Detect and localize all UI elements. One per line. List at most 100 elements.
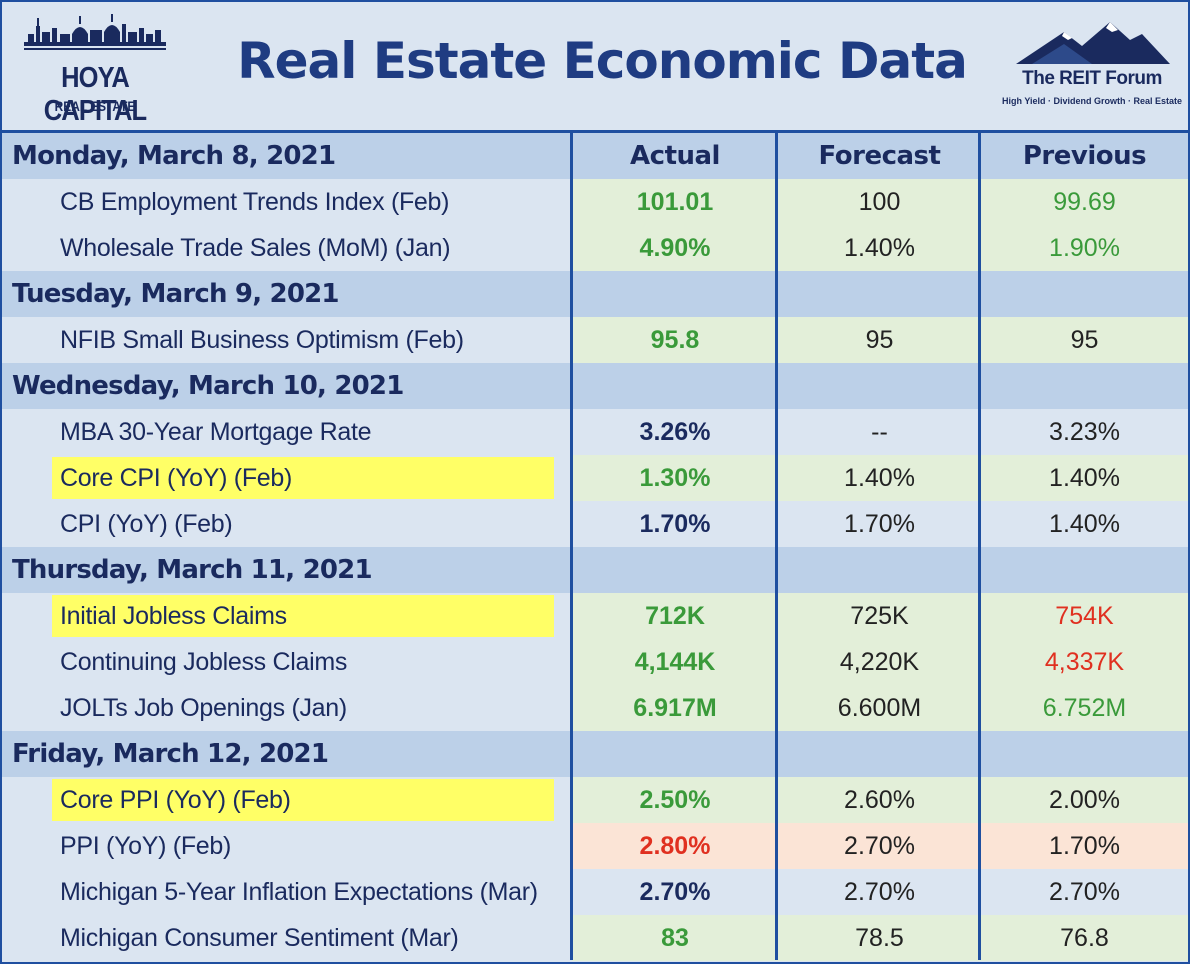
indicator-row: PPI (YoY) (Feb) 2.80% 2.70% 1.70%: [2, 823, 1188, 869]
day-row-blank-cell: [572, 547, 778, 593]
header: HOYA CAPITAL REAL ESTATE Real Estate Eco…: [2, 2, 1188, 133]
column-header-actual: Actual: [572, 133, 778, 179]
column-header-forecast: Forecast: [778, 133, 981, 179]
indicator-label-cell: NFIB Small Business Optimism (Feb): [2, 317, 572, 363]
actual-value: 101.01: [572, 179, 778, 225]
day-label: Friday, March 12, 2021: [2, 731, 572, 777]
actual-value: 4.90%: [572, 225, 778, 271]
actual-value: 2.80%: [572, 823, 778, 869]
previous-value: 99.69: [981, 179, 1188, 225]
indicator-row: Michigan 5-Year Inflation Expectations (…: [2, 869, 1188, 915]
reit-forum-tagline: High Yield · Dividend Growth · Real Esta…: [1002, 96, 1183, 106]
forecast-value: 100: [778, 179, 981, 225]
day-label: Monday, March 8, 2021: [2, 133, 572, 179]
mountain-icon: [1016, 22, 1170, 64]
indicator-name: Michigan Consumer Sentiment (Mar): [60, 924, 459, 952]
column-header-previous: Previous: [981, 133, 1188, 179]
previous-value: 754K: [981, 593, 1188, 639]
indicator-label-cell: CPI (YoY) (Feb): [2, 501, 572, 547]
previous-value: 1.40%: [981, 501, 1188, 547]
indicator-row: JOLTs Job Openings (Jan) 6.917M 6.600M 6.75…: [2, 685, 1188, 731]
column-divider: [570, 131, 573, 960]
indicator-name: NFIB Small Business Optimism (Feb): [60, 326, 464, 354]
forecast-value: --: [778, 409, 981, 455]
day-row-blank-cell: [572, 363, 778, 409]
previous-value: 95: [981, 317, 1188, 363]
indicator-name: JOLTs Job Openings (Jan): [60, 694, 347, 722]
indicator-name: Core PPI (YoY) (Feb): [52, 779, 554, 821]
indicator-name: Michigan 5-Year Inflation Expectations (…: [60, 878, 538, 906]
forecast-value: 1.40%: [778, 225, 981, 271]
indicator-label-cell: Core CPI (YoY) (Feb): [2, 455, 572, 501]
forecast-value: 78.5: [778, 915, 981, 961]
forecast-value: 2.70%: [778, 823, 981, 869]
day-row-blank-cell: [572, 271, 778, 317]
indicator-row: NFIB Small Business Optimism (Feb) 95.8 95…: [2, 317, 1188, 363]
day-row-blank-cell: [778, 547, 981, 593]
indicator-name: Wholesale Trade Sales (MoM) (Jan): [60, 234, 451, 262]
day-header-row: Tuesday, March 9, 2021: [2, 271, 1188, 317]
day-label: Thursday, March 11, 2021: [2, 547, 572, 593]
indicator-label-cell: CB Employment Trends Index (Feb): [2, 179, 572, 225]
forecast-value: 6.600M: [778, 685, 981, 731]
forecast-value: 1.70%: [778, 501, 981, 547]
actual-value: 95.8: [572, 317, 778, 363]
indicator-label-cell: Core PPI (YoY) (Feb): [2, 777, 572, 823]
day-label: Wednesday, March 10, 2021: [2, 363, 572, 409]
indicator-name: Core CPI (YoY) (Feb): [52, 457, 554, 499]
indicator-label-cell: Continuing Jobless Claims: [2, 639, 572, 685]
indicator-name: Initial Jobless Claims: [52, 595, 554, 637]
hoya-capital-subtitle: REAL ESTATE: [54, 98, 136, 114]
actual-value: 3.26%: [572, 409, 778, 455]
previous-value: 1.70%: [981, 823, 1188, 869]
previous-value: 76.8: [981, 915, 1188, 961]
forecast-value: 4,220K: [778, 639, 981, 685]
actual-value: 2.50%: [572, 777, 778, 823]
previous-value: 1.90%: [981, 225, 1188, 271]
day-row-blank-cell: [981, 363, 1188, 409]
previous-value: 6.752M: [981, 685, 1188, 731]
indicator-label-cell: JOLTs Job Openings (Jan): [2, 685, 572, 731]
page-title: Real Estate Economic Data: [237, 32, 968, 90]
forecast-value: 2.60%: [778, 777, 981, 823]
day-row-blank-cell: [981, 731, 1188, 777]
indicator-row: CB Employment Trends Index (Feb) 101.01 10…: [2, 179, 1188, 225]
day-label: Tuesday, March 9, 2021: [2, 271, 572, 317]
reit-forum-logo: The REIT Forum High Yield · Dividend Gro…: [1002, 18, 1182, 118]
actual-value: 1.70%: [572, 501, 778, 547]
hoya-capital-name: HOYA CAPITAL: [43, 62, 147, 127]
actual-value: 83: [572, 915, 778, 961]
day-row-blank-cell: [778, 271, 981, 317]
day-row-blank-cell: [981, 547, 1188, 593]
indicator-row: CPI (YoY) (Feb) 1.70% 1.70% 1.40%: [2, 501, 1188, 547]
reit-forum-name: The REIT Forum: [1022, 68, 1162, 89]
day-header-row: Thursday, March 11, 2021: [2, 547, 1188, 593]
indicator-row: Wholesale Trade Sales (MoM) (Jan) 4.90% 1.…: [2, 225, 1188, 271]
indicator-row: Michigan Consumer Sentiment (Mar) 83 78.5 7…: [2, 915, 1188, 961]
forecast-value: 725K: [778, 593, 981, 639]
previous-value: 2.70%: [981, 869, 1188, 915]
day-header-row: Wednesday, March 10, 2021: [2, 363, 1188, 409]
indicator-label-cell: PPI (YoY) (Feb): [2, 823, 572, 869]
indicator-row: MBA 30-Year Mortgage Rate 3.26% -- 3.23%: [2, 409, 1188, 455]
indicator-name: CB Employment Trends Index (Feb): [60, 188, 450, 216]
indicator-row: Core CPI (YoY) (Feb) 1.30% 1.40% 1.40%: [2, 455, 1188, 501]
actual-value: 1.30%: [572, 455, 778, 501]
day-row-blank-cell: [981, 271, 1188, 317]
indicator-label-cell: Michigan Consumer Sentiment (Mar): [2, 915, 572, 961]
previous-value: 1.40%: [981, 455, 1188, 501]
indicator-row: Initial Jobless Claims 712K 725K 754K: [2, 593, 1188, 639]
indicator-label-cell: Initial Jobless Claims: [2, 593, 572, 639]
day-header-row: Friday, March 12, 2021: [2, 731, 1188, 777]
indicator-name: PPI (YoY) (Feb): [60, 832, 232, 860]
indicator-name: MBA 30-Year Mortgage Rate: [60, 418, 372, 446]
previous-value: 4,337K: [981, 639, 1188, 685]
actual-value: 4,144K: [572, 639, 778, 685]
hoya-capital-logo: HOYA CAPITAL REAL ESTATE: [20, 12, 170, 127]
forecast-value: 95: [778, 317, 981, 363]
column-divider: [978, 131, 981, 960]
actual-value: 712K: [572, 593, 778, 639]
forecast-value: 2.70%: [778, 869, 981, 915]
forecast-value: 1.40%: [778, 455, 981, 501]
